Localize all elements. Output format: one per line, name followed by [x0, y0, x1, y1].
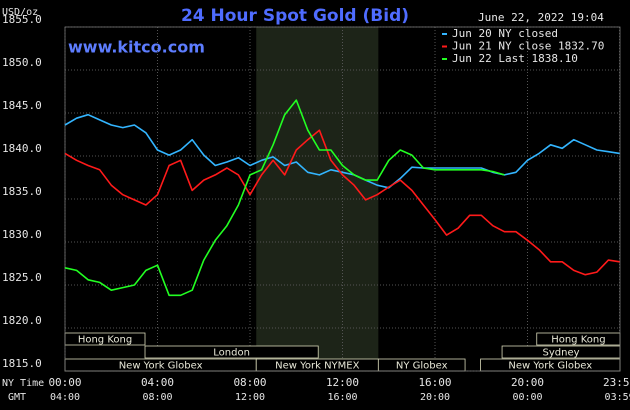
y-tick-label: 1845.0 — [2, 99, 42, 112]
session-label: Hong Kong — [551, 335, 605, 346]
x2-tick-label: 12:00 — [235, 392, 265, 403]
timestamp: June 22, 2022 19:04 — [478, 11, 604, 24]
session-label: Hong Kong — [78, 335, 132, 346]
y-tick-label: 1815.0 — [2, 357, 42, 370]
session-bar — [144, 345, 319, 359]
y-tick-label: 1830.0 — [2, 228, 42, 241]
x2-tick-label: 00:00 — [512, 392, 542, 403]
site-label: www.kitco.com — [68, 38, 205, 57]
series-line — [64, 129, 620, 276]
chart-title: 24 Hour Spot Gold (Bid) — [181, 6, 409, 26]
legend-entry: Jun 21 NY close 1832.70 — [452, 40, 604, 53]
y-tick-label: 1840.0 — [2, 142, 42, 155]
y-tick-label: 1835.0 — [2, 185, 42, 198]
session-label: NY Globex — [396, 361, 448, 372]
x-tick-label: 12:00 — [326, 376, 359, 389]
y-tick-label: 1820.0 — [2, 314, 42, 327]
x2-axis-label: GMT — [8, 392, 26, 403]
y-tick-label: 1825.0 — [2, 271, 42, 284]
x2-tick-label: 16:00 — [327, 392, 357, 403]
legend-entry: Jun 22 Last 1838.10 — [452, 52, 578, 65]
legend-swatch — [442, 58, 447, 60]
legend-swatch — [442, 45, 447, 48]
y-axis-label: USD/oz — [2, 7, 38, 18]
x-tick-label: 00:00 — [48, 376, 81, 389]
session-label: Sydney — [543, 348, 580, 359]
x2-tick-label: 03:59 — [605, 392, 630, 403]
session-label: New York Globex — [119, 361, 203, 372]
x-tick-label: 20:00 — [511, 376, 544, 389]
x-tick-label: 04:00 — [141, 376, 174, 389]
legend-entry: Jun 20 NY closed — [452, 27, 558, 40]
session-label: New York NYMEX — [275, 361, 360, 372]
y-tick-label: 1850.0 — [2, 56, 42, 69]
x2-tick-label: 20:00 — [420, 392, 450, 403]
x-tick-label: 16:00 — [418, 376, 451, 389]
x-axis-label: NY Time — [2, 378, 44, 389]
x-tick-label: 23:59 — [603, 376, 630, 389]
legend-swatch — [442, 33, 447, 35]
session-label: New York Globex — [508, 361, 592, 372]
x2-tick-label: 04:00 — [50, 392, 80, 403]
series-line — [64, 99, 505, 297]
session-label: London — [213, 348, 250, 359]
x2-tick-label: 08:00 — [142, 392, 172, 403]
y-tick-label: 1855.0 — [2, 13, 42, 26]
series-line — [64, 113, 620, 189]
x-tick-label: 08:00 — [233, 376, 266, 389]
plot-frame — [64, 26, 621, 372]
